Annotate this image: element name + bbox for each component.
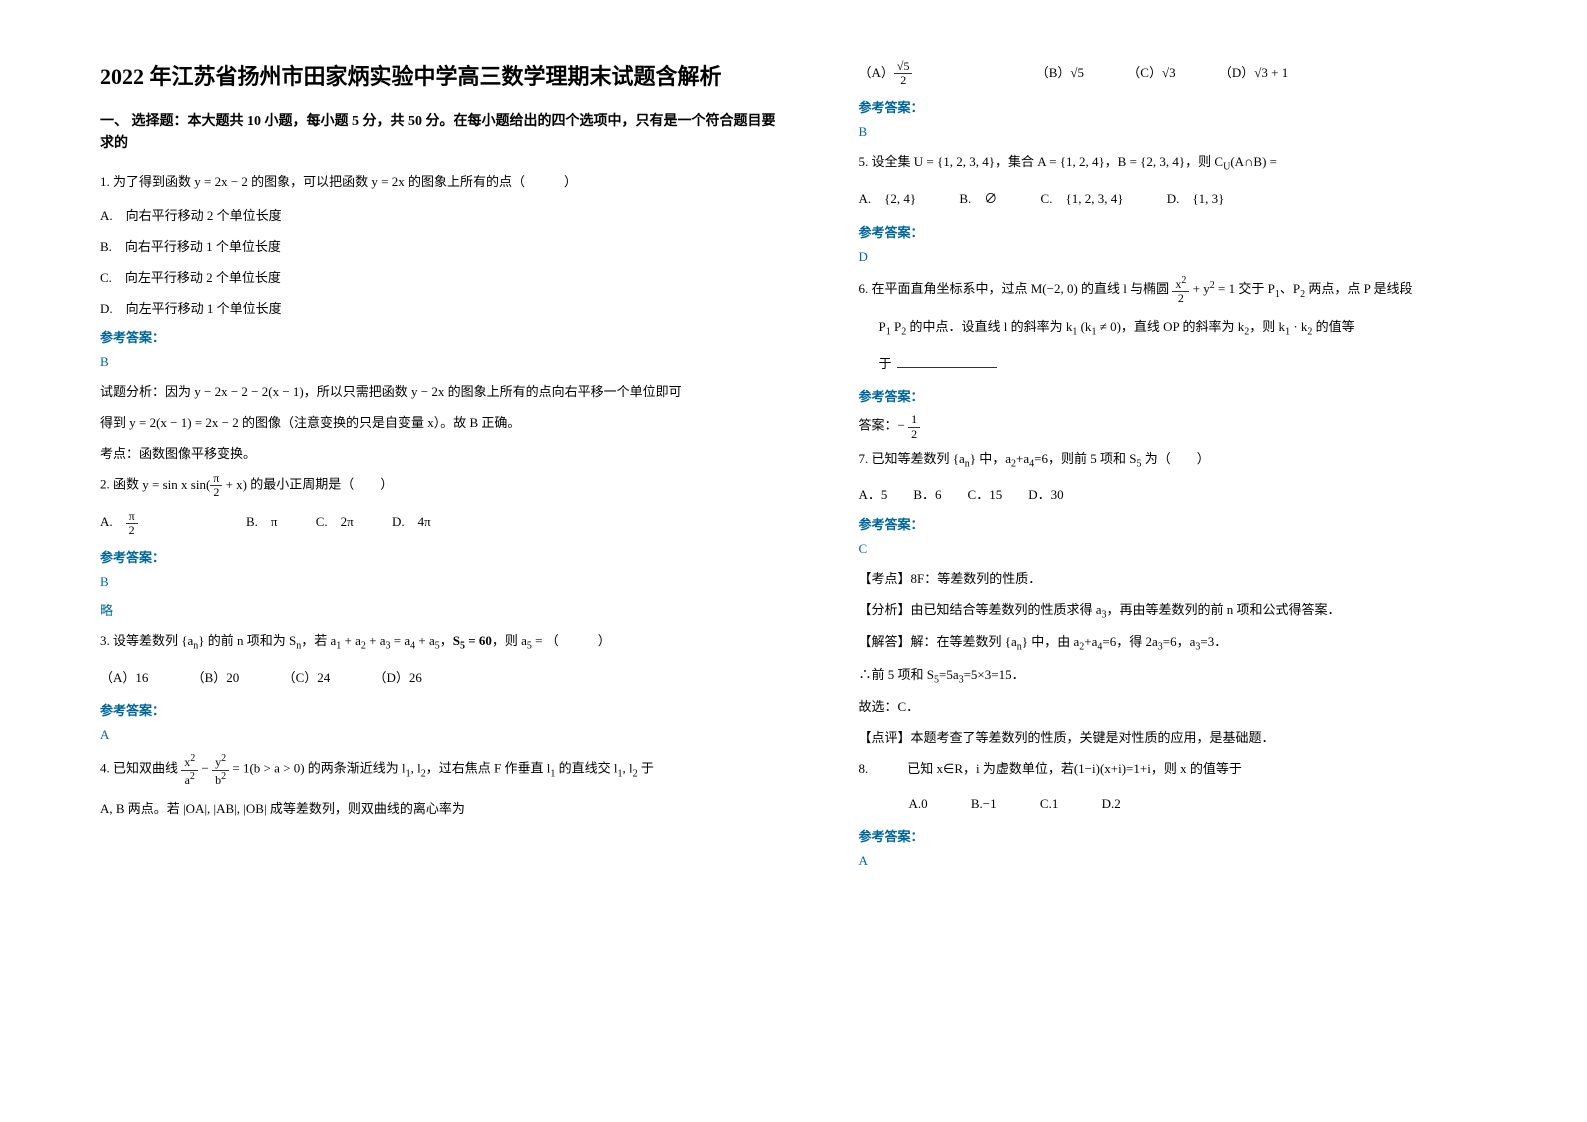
q4-stem2: A, B 两点。若 |OA|, |AB|, |OB| 成等差数列，则双曲线的离心… [100, 797, 779, 822]
q8-optC: C.1 [1040, 796, 1058, 811]
q2-pre: 2. 函数 [100, 477, 139, 492]
q1-point: 考点：函数图像平移变换。 [100, 442, 779, 467]
q3-answer-label: 参考答案： [100, 700, 779, 719]
q6-stem: 6. 在平面直角坐标系中，过点 M(−2, 0) 的直线 l 与椭圆 x22 +… [859, 275, 1518, 305]
q2-optD: D. 4π [392, 514, 431, 529]
q4-optD: （D）√3 + 1 [1219, 65, 1288, 80]
q7-conclusion: 故选：C． [859, 695, 1518, 720]
q1-analysis2: 得到 y = 2(x − 1) = 2x − 2 的图像（注意变换的只是自变量 … [100, 411, 779, 436]
q7-solve: 【解答】解：在等差数列 {an} 中，由 a2+a4=6，得 2a3=6，a3=… [859, 630, 1518, 657]
q8-answer: A [859, 853, 1518, 869]
q7-point: 【考点】8F：等差数列的性质． [859, 567, 1518, 592]
q5-answer: D [859, 249, 1518, 265]
q5-stem: 5. 设全集 U = {1, 2, 3, 4}，集合 A = {1, 2, 4}… [859, 150, 1518, 177]
right-column: （A）√52 （B）√5 （C）√3 （D）√3 + 1 参考答案： B 5. … [819, 60, 1538, 1082]
q2-answer-label: 参考答案： [100, 547, 779, 566]
q5-answer-label: 参考答案： [859, 222, 1518, 241]
q1-answer: B [100, 354, 779, 370]
left-column: 2022 年江苏省扬州市田家炳实验中学高三数学理期末试题含解析 一、 选择题：本… [100, 60, 819, 1082]
q7-answer: C [859, 541, 1518, 557]
q3-answer: A [100, 727, 779, 743]
q6-stem3-text: 于 [879, 356, 892, 371]
q3-optA: （A）16 [100, 670, 148, 685]
q2-optA: A. π2 [100, 514, 208, 529]
q2-formula: y = sin x sin(π2 + x) [142, 477, 247, 492]
q6-stem2: P1 P2 的中点．设直线 l 的斜率为 k1 (k1 ≠ 0)，直线 OP 的… [859, 315, 1518, 342]
q4-optA: （A）√52 [859, 65, 993, 80]
q8-stem: 8. 已知 x∈R，i 为虚数单位，若(1−i)(x+i)=1+i，则 x 的值… [859, 757, 1518, 782]
q8-answer-label: 参考答案： [859, 826, 1518, 845]
q1-optD: D. 向左平行移动 1 个单位长度 [100, 297, 779, 322]
q2-answer: B [100, 574, 779, 590]
q5-optC: C. {1, 2, 3, 4} [1041, 191, 1124, 206]
q8-options: A.0 B.−1 C.1 D.2 [859, 792, 1518, 817]
q7-analysis: 【分析】由已知结合等差数列的性质求得 a3，再由等差数列的前 n 项和公式得答案… [859, 598, 1518, 625]
q1-analysis1: 试题分析：因为 y − 2x − 2 − 2(x − 1)，所以只需把函数 y … [100, 380, 779, 405]
q7-answer-label: 参考答案： [859, 514, 1518, 533]
q2-stem: 2. 函数 y = sin x sin(π2 + x) 的最小正周期是（ ） [100, 472, 779, 499]
q6-answer: 答案：− 12 [859, 413, 1518, 440]
q7-options: A．5 B．6 C．15 D．30 [859, 483, 1518, 508]
q2-extra: 略 [100, 600, 779, 619]
q3-optD: （D）26 [373, 670, 421, 685]
q7-comment: 【点评】本题考查了等差数列的性质，关键是对性质的应用，是基础题． [859, 726, 1518, 751]
q5-optB: B. ∅ [959, 191, 997, 206]
q5-optD: D. {1, 3} [1167, 191, 1225, 206]
q8-optD: D.2 [1102, 796, 1121, 811]
q2-options: A. π2 B. π C. 2π D. 4π [100, 510, 779, 537]
q6-stem3: 于 [859, 352, 1518, 377]
q1-optC: C. 向左平行移动 2 个单位长度 [100, 266, 779, 291]
q2-optB: B. π [246, 514, 278, 529]
q1-optA: A. 向右平行移动 2 个单位长度 [100, 204, 779, 229]
blank-line [897, 367, 997, 368]
q7-solve2: ∴前 5 项和 S5=5a3=5×3=15． [859, 663, 1518, 690]
q3-options: （A）16 （B）20 （C）24 （D）26 [100, 666, 779, 691]
q4-stem: 4. 已知双曲线 x2a2 − y2b2 = 1(b > a > 0) 的两条渐… [100, 753, 779, 786]
q5-optA: A. {2, 4} [859, 191, 917, 206]
q7-stem: 7. 已知等差数列 {an} 中，a2+a4=6，则前 5 项和 S5 为（ ） [859, 447, 1518, 474]
q4-options: （A）√52 （B）√5 （C）√3 （D）√3 + 1 [859, 60, 1518, 87]
q6-answer-label: 参考答案： [859, 386, 1518, 405]
q4-optB: （B）√5 [1036, 65, 1084, 80]
q8-optB: B.−1 [971, 796, 997, 811]
q3-optC: （C）24 [283, 670, 331, 685]
page-title: 2022 年江苏省扬州市田家炳实验中学高三数学理期末试题含解析 [100, 60, 779, 93]
q8-optA: A.0 [909, 796, 928, 811]
q1-stem: 1. 为了得到函数 y = 2x − 2 的图象，可以把函数 y = 2x 的图… [100, 170, 779, 195]
q3-optB: （B）20 [192, 670, 240, 685]
section-title: 一、 选择题：本大题共 10 小题，每小题 5 分，共 50 分。在每小题给出的… [100, 111, 779, 156]
q4-answer: B [859, 124, 1518, 140]
q2-optC: C. 2π [316, 514, 354, 529]
q1-optB: B. 向右平行移动 1 个单位长度 [100, 235, 779, 260]
q1-answer-label: 参考答案： [100, 327, 779, 346]
q2-post: 的最小正周期是（ ） [250, 477, 393, 492]
q3-stem: 3. 设等差数列 {an} 的前 n 项和为 Sn，若 a1 + a2 + a3… [100, 629, 779, 656]
q5-options: A. {2, 4} B. ∅ C. {1, 2, 3, 4} D. {1, 3} [859, 187, 1518, 212]
q4-optC: （C）√3 [1127, 65, 1175, 80]
q4-answer-label: 参考答案： [859, 97, 1518, 116]
